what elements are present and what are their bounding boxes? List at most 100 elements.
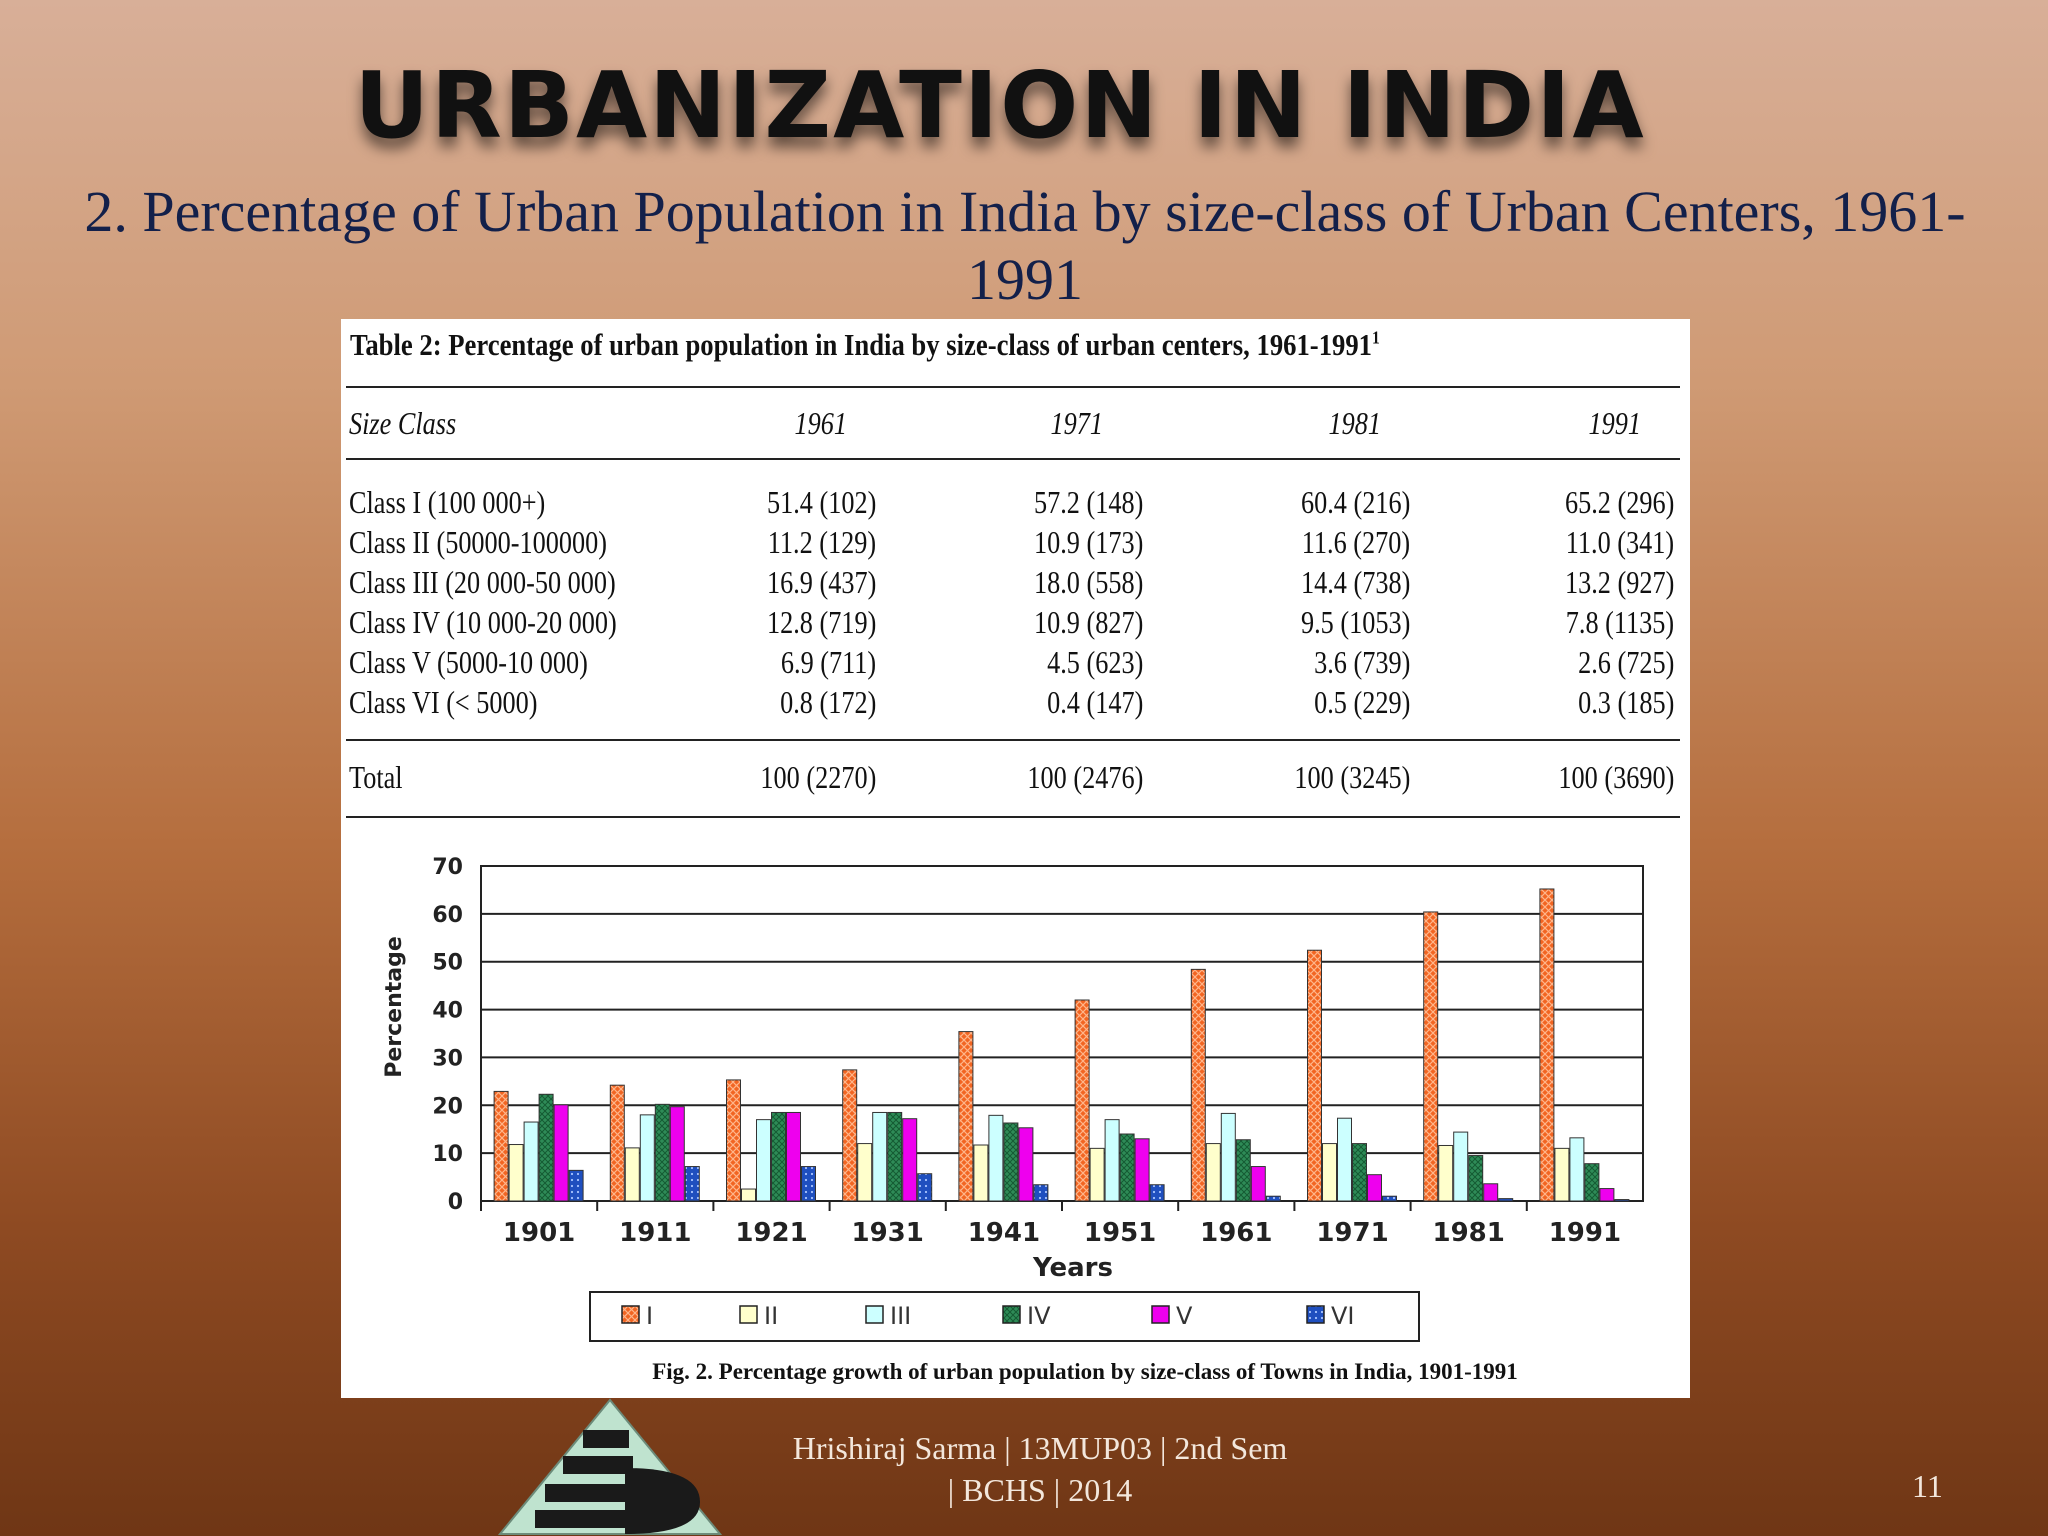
slide-subtitle: 2. Percentage of Urban Population in Ind… bbox=[84, 179, 1966, 312]
x-tick-label: 1971 bbox=[1316, 1218, 1388, 1248]
table-cell: 0.4 (147) bbox=[1046, 684, 1143, 720]
bar bbox=[1584, 1163, 1600, 1202]
bar bbox=[553, 1104, 569, 1202]
bar bbox=[741, 1188, 756, 1202]
y-tick-label: 20 bbox=[432, 1094, 463, 1119]
table-cell: 13.2 (927) bbox=[1564, 564, 1674, 600]
table-cell: 60.4 (216) bbox=[1300, 484, 1410, 520]
bar bbox=[1498, 1198, 1514, 1202]
table-total-label: Total bbox=[349, 759, 403, 795]
table-cell: 11.0 (341) bbox=[1565, 524, 1674, 560]
bar bbox=[958, 1031, 974, 1202]
y-tick-label: 70 bbox=[432, 855, 463, 880]
bar bbox=[523, 1121, 539, 1202]
bar bbox=[756, 1119, 771, 1202]
table-cell: 0.8 (172) bbox=[779, 684, 876, 720]
table-cell: 65.2 (296) bbox=[1564, 484, 1674, 520]
bar bbox=[872, 1111, 888, 1202]
bar bbox=[973, 1144, 989, 1202]
bar bbox=[493, 1090, 509, 1202]
table-total-cell: 100 (3245) bbox=[1294, 759, 1410, 795]
chart-ticks: 0 10 20 30 40 50 60 70 1901 1911 1921 1931 1941 1951 1… bbox=[432, 855, 1621, 1248]
bar bbox=[1205, 1143, 1221, 1202]
bar bbox=[1149, 1184, 1165, 1202]
bar bbox=[1307, 949, 1322, 1202]
table-header-year: 1991 bbox=[1588, 405, 1641, 441]
bar bbox=[1453, 1131, 1469, 1202]
bar bbox=[771, 1111, 786, 1202]
bar bbox=[1337, 1117, 1352, 1202]
table-cell: 11.6 (270) bbox=[1301, 524, 1410, 560]
bar bbox=[669, 1106, 685, 1202]
x-tick-label: 1981 bbox=[1433, 1218, 1505, 1248]
table-cell: 16.9 (437) bbox=[766, 564, 876, 600]
bar bbox=[1119, 1133, 1135, 1202]
bar bbox=[1438, 1144, 1454, 1202]
table-cell: 6.9 (711) bbox=[780, 644, 876, 680]
bar bbox=[801, 1166, 816, 1202]
table-cell: 10.9 (173) bbox=[1033, 524, 1143, 560]
table-bottom-rule bbox=[346, 816, 1680, 818]
bar bbox=[726, 1079, 741, 1202]
table-header-year: 1961 bbox=[794, 405, 847, 441]
bar bbox=[1089, 1147, 1105, 1202]
footer-institute: | BCHS | 2014 bbox=[947, 1472, 1133, 1508]
y-tick-label: 40 bbox=[432, 999, 463, 1024]
bar bbox=[1599, 1188, 1615, 1202]
bar bbox=[1382, 1195, 1397, 1202]
table-caption: Table 2: Percentage of urban population … bbox=[350, 327, 1380, 362]
legend-label: I bbox=[646, 1302, 653, 1330]
legend-label: VI bbox=[1331, 1302, 1355, 1330]
bar bbox=[887, 1111, 903, 1202]
figure-panel: Table 2: Percentage of urban population … bbox=[341, 319, 1690, 1398]
legend-swatch bbox=[739, 1305, 758, 1324]
table-row-label: Class VI (< 5000) bbox=[349, 684, 538, 720]
y-tick-label: 50 bbox=[432, 951, 463, 976]
chart-legend-items: I II III IV V VI bbox=[621, 1302, 1355, 1330]
x-tick-label: 1911 bbox=[619, 1218, 691, 1248]
x-tick-label: 1931 bbox=[852, 1218, 924, 1248]
bar bbox=[1352, 1143, 1367, 1202]
table-total-cell: 100 (3690) bbox=[1558, 759, 1674, 795]
bar bbox=[1003, 1122, 1019, 1202]
bar bbox=[1220, 1112, 1236, 1202]
bar bbox=[842, 1069, 858, 1202]
table-total-cell: 100 (2476) bbox=[1027, 759, 1143, 795]
bar bbox=[1423, 911, 1439, 1202]
table-cell: 9.5 (1053) bbox=[1300, 604, 1410, 640]
bar bbox=[1134, 1138, 1150, 1202]
table-row-label: Class III (20 000-50 000) bbox=[349, 564, 616, 600]
table-total-cell: 100 (2270) bbox=[760, 759, 876, 795]
x-tick-label: 1901 bbox=[503, 1218, 575, 1248]
legend-swatch bbox=[1151, 1305, 1170, 1324]
bar bbox=[1539, 888, 1555, 1202]
table-row-label: Class II (50000-100000) bbox=[349, 524, 607, 560]
table-row-label: Class V (5000-10 000) bbox=[349, 644, 588, 680]
table-header-year: 1971 bbox=[1050, 405, 1103, 441]
bar bbox=[1265, 1195, 1281, 1202]
bar bbox=[917, 1173, 933, 1202]
bar bbox=[568, 1169, 584, 1202]
table-cell: 11.2 (129) bbox=[767, 524, 876, 560]
bar bbox=[508, 1144, 524, 1202]
table-row-label: Class I (100 000+) bbox=[349, 484, 546, 520]
bar-chart: 0 10 20 30 40 50 60 70 1901 1911 1921 1931 1941 1951 1… bbox=[382, 855, 1644, 1384]
bar bbox=[1235, 1139, 1251, 1202]
figure-caption: Fig. 2. Percentage growth of urban popul… bbox=[652, 1359, 1518, 1384]
bar bbox=[1554, 1147, 1570, 1202]
x-tick-label: 1961 bbox=[1200, 1218, 1272, 1248]
legend-swatch bbox=[621, 1305, 640, 1324]
bar bbox=[902, 1118, 918, 1202]
table-cell: 7.8 (1135) bbox=[1565, 604, 1674, 640]
table-row-label: Class IV (10 000-20 000) bbox=[349, 604, 617, 640]
slide-title: URBANIZATION IN INDIA bbox=[354, 52, 1646, 159]
bar bbox=[1074, 999, 1090, 1202]
table-cell: 4.5 (623) bbox=[1046, 644, 1143, 680]
bar bbox=[857, 1143, 873, 1202]
table-header-rule bbox=[346, 458, 1680, 460]
legend-label: IV bbox=[1027, 1302, 1051, 1330]
bar bbox=[1367, 1174, 1382, 1202]
slide-footer: Hrishiraj Sarma | 13MUP03 | 2nd Sem | BC… bbox=[690, 1427, 1390, 1511]
table-total-rule bbox=[346, 739, 1680, 741]
table-top-rule bbox=[346, 386, 1680, 388]
